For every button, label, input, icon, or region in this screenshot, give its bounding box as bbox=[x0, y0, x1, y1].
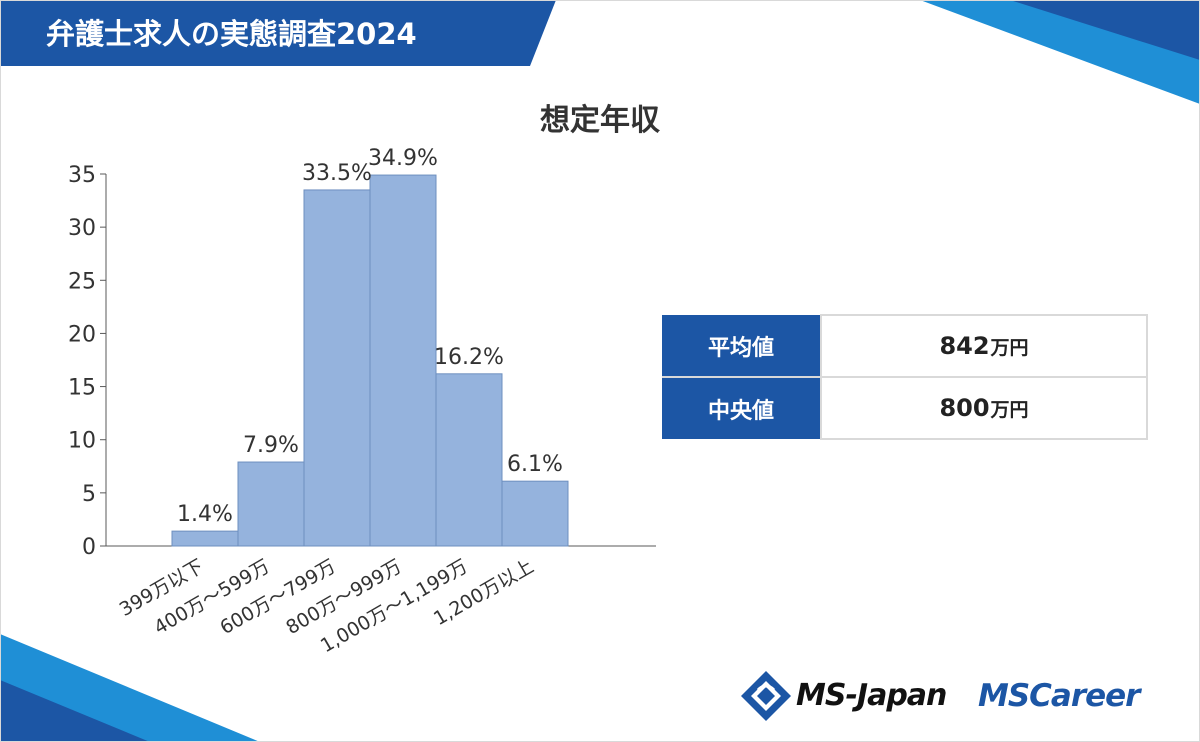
bar bbox=[435, 373, 503, 547]
stat-label-median: 中央値 bbox=[662, 376, 822, 439]
page-title: 弁護士求人の実態調査2024 bbox=[46, 17, 417, 51]
ms-japan-logo: MS-Japan bbox=[796, 678, 947, 713]
bar bbox=[303, 189, 371, 547]
chart-title: 想定年収 bbox=[540, 103, 661, 138]
bar-value-label: 33.5% bbox=[302, 161, 372, 186]
stat-number-mean: 842 bbox=[939, 332, 990, 360]
stat-row-mean: 平均値 842万円 bbox=[662, 314, 1148, 377]
y-tick-label: 0 bbox=[82, 535, 96, 560]
bar-value-label: 34.9% bbox=[368, 146, 438, 171]
stat-unit-mean: 万円 bbox=[990, 337, 1029, 359]
category-labels: 399万以下400万～599万600万～799万800万～999万1,000万～… bbox=[116, 555, 538, 657]
stat-unit-median: 万円 bbox=[990, 399, 1029, 421]
y-tick-label: 10 bbox=[68, 429, 96, 454]
bar-value-label: 6.1% bbox=[507, 452, 563, 477]
y-tick-label: 25 bbox=[68, 269, 96, 294]
bar bbox=[171, 530, 239, 547]
stat-label-mean: 平均値 bbox=[662, 315, 822, 377]
bar bbox=[237, 461, 305, 547]
stats-table: 平均値 842万円 中央値 800万円 bbox=[662, 314, 1148, 440]
bar bbox=[369, 174, 437, 547]
ms-career-logo: MSCareer bbox=[978, 678, 1140, 714]
y-tick-label: 5 bbox=[82, 482, 96, 507]
ms-japan-diamond-icon bbox=[741, 671, 791, 721]
y-tick-label: 30 bbox=[68, 216, 96, 241]
bar-value-label: 1.4% bbox=[177, 502, 233, 527]
stat-number-median: 800 bbox=[939, 394, 990, 422]
bottom-left-stripe-dark bbox=[0, 680, 150, 742]
y-tick-label: 15 bbox=[68, 376, 96, 401]
bar bbox=[501, 480, 569, 547]
bar-value-label: 16.2% bbox=[434, 345, 504, 370]
value-labels: 1.4% 7.9% 33.5%34.9% 16.2% 6.1% bbox=[177, 146, 563, 527]
y-axis: 0 5 10 15 20 25 30 35 bbox=[68, 163, 107, 560]
footer-logos: MS-Japan MSCareer bbox=[740, 670, 1160, 724]
bars bbox=[171, 174, 569, 547]
y-tick-label: 20 bbox=[68, 322, 96, 347]
stat-value-median: 800万円 bbox=[821, 376, 1148, 440]
header-banner bbox=[0, 0, 556, 66]
stat-row-median: 中央値 800万円 bbox=[662, 376, 1148, 440]
top-right-stripe-dark bbox=[1010, 0, 1200, 60]
y-tick-label: 35 bbox=[68, 163, 96, 188]
stat-value-mean: 842万円 bbox=[821, 314, 1148, 377]
bar-value-label: 7.9% bbox=[243, 433, 299, 458]
